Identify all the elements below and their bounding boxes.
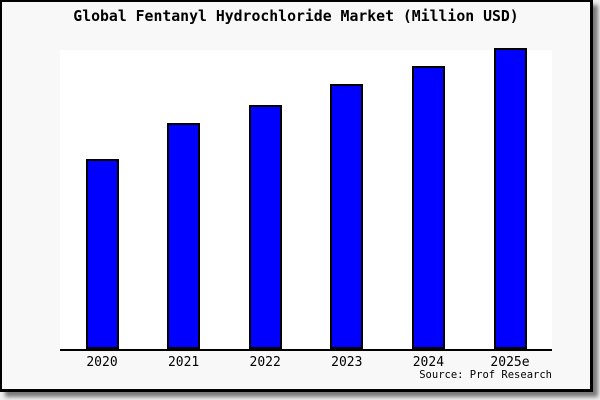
plot-area	[60, 48, 552, 351]
x-tick-label-2024: 2024	[412, 355, 445, 370]
bar-2021	[167, 123, 201, 349]
bar-2020	[85, 159, 119, 349]
x-tick-label-2023: 2023	[331, 355, 363, 370]
x-tick-label-2020: 2020	[86, 355, 118, 370]
bar-2024	[411, 66, 445, 349]
bar-2023	[330, 84, 364, 349]
source-credit: Source: Prof Research	[419, 369, 552, 381]
x-tick-label-2022: 2022	[249, 355, 281, 370]
chart-frame: Global Fentanyl Hydrochloride Market (Mi…	[0, 0, 593, 392]
x-tick-label-2021: 2021	[167, 355, 200, 370]
x-tick-label-2025e: 2025e	[490, 355, 530, 370]
bar-2025e	[493, 48, 527, 349]
chart-title: Global Fentanyl Hydrochloride Market (Mi…	[73, 8, 519, 25]
x-axis-labels: 2020 2021 2022 2023 2024 2025e	[2, 355, 590, 371]
bar-2022	[248, 105, 282, 349]
